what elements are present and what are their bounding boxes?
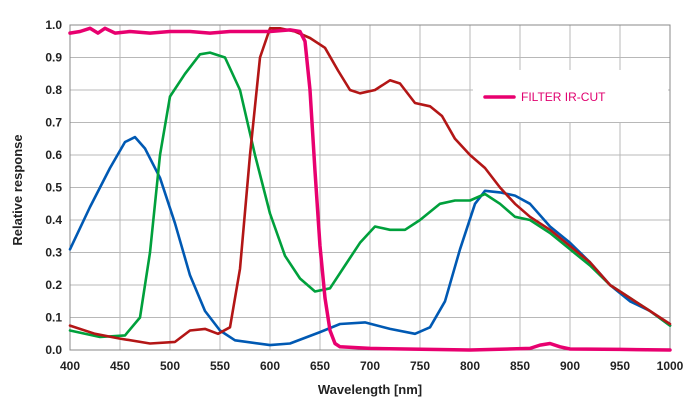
x-tick-label: 700 — [360, 359, 380, 373]
y-tick-label: 0.2 — [45, 278, 62, 292]
series-line-3 — [68, 27, 672, 345]
y-tick-label: 0.5 — [45, 181, 62, 195]
y-axis-ticks: 0.0 0.1 0.2 0.3 0.4 0.5 0.6 0.7 0.8 0.9 1.0 — [45, 18, 62, 357]
x-tick-label: 900 — [560, 359, 580, 373]
y-tick-label: 0.1 — [45, 311, 62, 325]
y-tick-label: 0.4 — [45, 213, 62, 227]
legend-label-filter-ir-cut: FILTER IR-CUT — [521, 90, 606, 104]
x-tick-label: 500 — [160, 359, 180, 373]
x-axis-ticks: 400 450 500 550 600 650 700 750 800 850 900 950 1000 — [60, 359, 684, 373]
y-tick-label: 0.8 — [45, 83, 62, 97]
x-tick-label: 950 — [610, 359, 630, 373]
x-tick-label: 450 — [110, 359, 130, 373]
x-tick-label: 850 — [510, 359, 530, 373]
x-tick-label: 1000 — [657, 359, 684, 373]
series-line-filter-ir-cut — [68, 26, 672, 352]
x-tick-label: 800 — [460, 359, 480, 373]
x-tick-label: 550 — [210, 359, 230, 373]
x-tick-label: 650 — [310, 359, 330, 373]
y-tick-label: 0.7 — [45, 116, 62, 130]
y-tick-label: 0.9 — [45, 51, 62, 65]
x-tick-label: 400 — [60, 359, 80, 373]
y-axis-title: Relative response — [10, 134, 25, 245]
y-tick-label: 1.0 — [45, 18, 62, 32]
x-axis-title: Wavelength [nm] — [318, 382, 422, 397]
y-tick-label: 0.0 — [45, 343, 62, 357]
x-tick-label: 600 — [260, 359, 280, 373]
legend: FILTER IR-CUT — [473, 70, 668, 122]
series-line-2 — [68, 51, 672, 339]
x-tick-label: 750 — [410, 359, 430, 373]
series-layer — [68, 26, 672, 352]
y-tick-label: 0.6 — [45, 148, 62, 162]
y-tick-label: 0.3 — [45, 246, 62, 260]
series-line-1 — [68, 135, 672, 347]
